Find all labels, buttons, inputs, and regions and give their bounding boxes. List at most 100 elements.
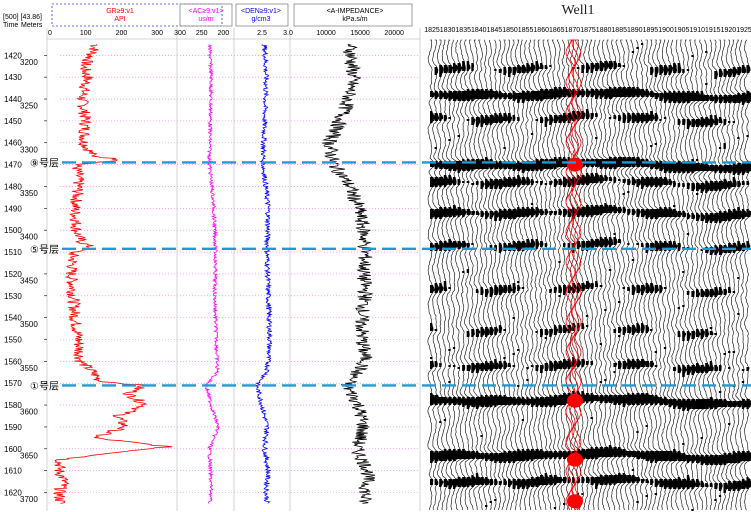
seismic-trace (675, 39, 687, 511)
seismic-trace (505, 39, 518, 511)
seismic-trace (629, 39, 641, 511)
horizon-label: ⑨号层 (30, 157, 59, 169)
ac-tick-label: 250 (196, 30, 208, 37)
seismic-trace (734, 39, 747, 511)
depth-tick-label: 1610 (4, 467, 22, 476)
well-synthetic-peak (567, 393, 583, 408)
gr-tick-label: 200 (116, 30, 128, 37)
gr-track-unit: API (114, 16, 126, 23)
trace-number-label: 1840 (471, 27, 487, 34)
trace-number-label: 1890 (627, 27, 643, 34)
ac-curve (204, 44, 221, 504)
ac-tick-label: 200 (217, 30, 229, 37)
ac-track-unit: us/m (198, 16, 214, 23)
trace-number-label: 1855 (518, 27, 534, 34)
time-tick-label: 3500 (20, 320, 38, 329)
depth-tick-label: 1580 (4, 401, 22, 410)
seismic-trace (546, 39, 558, 511)
seismic-trace (688, 39, 701, 511)
seismic-trace (729, 39, 742, 511)
seismic-trace (528, 39, 540, 511)
seismic-trace (436, 39, 448, 511)
gr-track-title: GR≥9:v1 (106, 8, 134, 15)
depth-tick-label: 1490 (4, 204, 22, 213)
depth-tick-label: 1600 (4, 445, 22, 454)
den-curve (254, 44, 273, 504)
ac-header-box (179, 3, 233, 27)
imp-tick-label: 10000 (316, 30, 336, 37)
trace-number-label: 1900 (658, 27, 674, 34)
time-tick-label: 3250 (20, 102, 38, 111)
seismic-trace (597, 39, 609, 511)
seismic-trace (684, 39, 696, 511)
scale-box: [500] [43.86] (3, 14, 42, 21)
depth-tick-label: 1590 (4, 423, 22, 432)
seismic-trace (431, 39, 443, 511)
gr-tick-label: 0 (48, 30, 52, 37)
time-label: Time (3, 22, 19, 29)
trace-number-label: 1870 (565, 27, 581, 34)
gr-tick-label: 100 (80, 30, 92, 37)
seismic-trace (500, 39, 512, 511)
depth-tick-label: 1510 (4, 248, 22, 257)
seismic-trace (652, 39, 664, 511)
seismic-trace (477, 39, 490, 511)
den-header-box (235, 3, 289, 27)
horizon-label: ①号层 (30, 380, 59, 392)
time-tick-label: 3450 (20, 276, 38, 285)
time-tick-label: 3650 (20, 451, 38, 460)
seismic-trace (519, 39, 531, 511)
seismic-trace (463, 39, 476, 511)
well-synthetic-trace (565, 39, 573, 511)
seismic-trace (615, 39, 628, 511)
seismic-trace (496, 39, 507, 511)
gr-curve (53, 44, 173, 504)
seismic-trace (711, 39, 723, 511)
trace-number-label: 1825 (424, 27, 440, 34)
well-name: Well1 (561, 3, 595, 18)
trace-number-label: 1885 (611, 27, 627, 34)
track-frames (44, 3, 421, 511)
imp-tick-label: 20000 (384, 30, 404, 37)
seismic-trace (620, 39, 632, 511)
seismic-trace (509, 39, 522, 511)
well-synthetic-peak (567, 452, 583, 467)
trace-number-label: 1835 (455, 27, 471, 34)
well-synthetic-trace (568, 39, 576, 511)
seismic-trace (656, 39, 669, 511)
horizon-lines (62, 161, 751, 387)
gr-tick-label: 300 (151, 30, 163, 37)
seismic-trace (482, 39, 494, 511)
depth-tick-label: 1450 (4, 117, 22, 126)
seismic-trace (441, 39, 454, 511)
trace-number-label: 1910 (689, 27, 705, 34)
imp-track-unit: kPa.s/m (342, 16, 368, 23)
gr-header-box (51, 3, 223, 27)
depth-tick-label: 1470 (4, 161, 22, 170)
seismic-trace (450, 39, 462, 511)
den-tick-label: 2.5 (257, 30, 267, 37)
seismic-trace (473, 39, 485, 511)
imp-header-box (293, 3, 413, 27)
seismic-trace (459, 39, 472, 511)
trace-number-label: 1905 (674, 27, 690, 34)
seismic-trace (523, 39, 536, 511)
imp-curve (322, 44, 376, 504)
trace-number-label: 1895 (643, 27, 659, 34)
seismic-trace (468, 39, 481, 511)
trace-number-label: 1850 (502, 27, 518, 34)
seismic-trace (702, 39, 714, 511)
seismic-trace (514, 39, 526, 511)
seismic-trace (698, 39, 710, 511)
seismic-trace (601, 39, 613, 511)
imp-track-title: <A-IMPEDANCE> (326, 8, 384, 15)
well-synthetic-trace (574, 39, 582, 511)
well-synthetic-peak (567, 494, 583, 509)
depth-tick-label: 1560 (4, 357, 22, 366)
horizon-label: ⑤号层 (30, 244, 59, 256)
depth-tick-label: 1460 (4, 139, 22, 148)
seismic-trace (491, 39, 503, 511)
seismic-trace (574, 39, 585, 511)
trace-number-label: 1860 (533, 27, 549, 34)
